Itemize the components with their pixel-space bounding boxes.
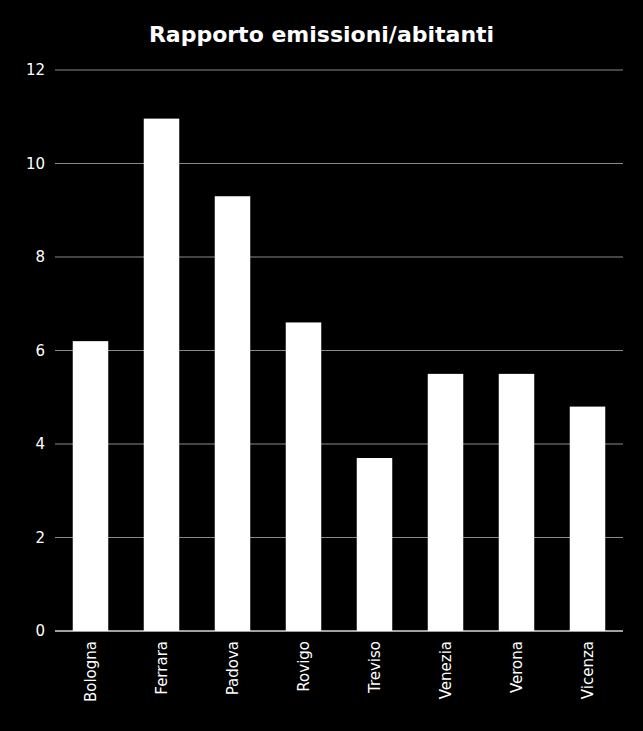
x-tick-label: Verona — [508, 641, 526, 693]
y-axis: 0 2 4 6 8 10 12 — [26, 61, 45, 640]
bar — [286, 322, 322, 631]
grid — [55, 70, 623, 631]
x-tick-label: Treviso — [366, 641, 384, 694]
y-tick-label: 0 — [35, 622, 45, 640]
grid-line — [55, 350, 623, 351]
y-tick-label: 10 — [26, 155, 45, 173]
x-tick-label: Ferrara — [153, 641, 171, 695]
grid-line — [55, 70, 623, 71]
x-tick-label: Venezia — [437, 641, 455, 699]
bars — [73, 119, 606, 631]
chart-svg: Rapporto emissioni/abitanti 0 2 4 6 8 10 12 Bolo… — [0, 0, 643, 731]
x-axis: Bologna Ferrara Padova Rovigo Treviso Venezia… — [55, 631, 623, 702]
chart-container: Rapporto emissioni/abitanti 0 2 4 6 8 10 12 Bolo… — [0, 0, 643, 731]
grid-line — [55, 444, 623, 445]
y-tick-label: 8 — [35, 248, 45, 266]
grid-line — [55, 631, 623, 632]
title: Rapporto emissioni/abitanti — [149, 22, 494, 47]
y-tick-label: 4 — [35, 435, 45, 453]
grid-line — [55, 257, 623, 258]
x-tick-label: Vicenza — [579, 641, 597, 699]
x-tick-label: Padova — [224, 641, 242, 695]
bar — [428, 374, 464, 631]
bar — [357, 458, 393, 631]
y-tick-label: 6 — [35, 342, 45, 360]
bar — [73, 341, 109, 631]
y-tick-label: 12 — [26, 61, 45, 79]
bar — [215, 196, 251, 631]
bar — [499, 374, 535, 631]
bar — [570, 407, 606, 631]
x-axis-line — [55, 631, 623, 632]
background — [0, 0, 643, 731]
page: {"chart_data": {"type": "bar", "title": … — [0, 0, 643, 731]
grid-line — [55, 163, 623, 164]
x-tick-label: Rovigo — [295, 641, 313, 692]
x-tick-label: Bologna — [82, 641, 100, 702]
grid-line — [55, 537, 623, 538]
bar — [144, 119, 180, 631]
y-tick-label: 2 — [35, 529, 45, 547]
